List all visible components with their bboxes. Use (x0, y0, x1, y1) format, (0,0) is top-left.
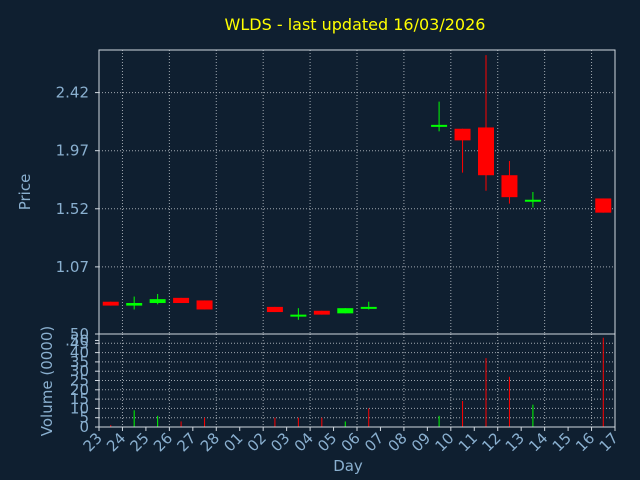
candle-body (431, 124, 448, 127)
price-panel: 2.42 1.97 1.52 1.07 .50 Price (16, 49, 616, 349)
volume-y-tick-label: 45 (70, 334, 89, 352)
candle-body (454, 128, 471, 141)
candle-body (196, 300, 213, 310)
price-y-tick-label: 1.52 (56, 200, 89, 218)
x-axis-label: Day (333, 457, 363, 475)
volume-y-tick-label: 25 (70, 372, 89, 390)
candle-body (501, 175, 518, 198)
candle-body (478, 127, 494, 176)
candle-body (126, 303, 143, 306)
volume-y-tick-label: 5 (79, 409, 89, 427)
volume-y-label: Volume (0000) (38, 326, 56, 436)
candle-body (173, 297, 190, 304)
candle-body (337, 308, 354, 314)
candle-body (595, 198, 612, 213)
chart-title: WLDS - last updated 16/03/2026 (225, 15, 486, 34)
price-y-tick-label: .50 (65, 331, 89, 349)
candle-body (313, 310, 330, 315)
volume-grid (99, 334, 615, 427)
x-axis-ticks: 2324252627280102030405060708091011121314… (80, 427, 622, 455)
price-y-tick-label: 1.97 (56, 142, 89, 160)
candle-body (149, 299, 166, 304)
volume-y-tick-label: 15 (70, 390, 89, 408)
volume-y-tick-label: 0 (79, 418, 89, 436)
volume-y-tick-label: 20 (70, 381, 89, 399)
candle-body (524, 199, 541, 202)
price-y-tick-label: 2.42 (56, 84, 89, 102)
candle-body (290, 314, 307, 317)
volume-y-tick-label: 10 (70, 399, 89, 417)
volume-y-tick-label: 35 (70, 353, 89, 371)
candle-body (266, 306, 283, 313)
candle-body (102, 301, 119, 306)
volume-bars (110, 337, 604, 427)
price-y-ticks: 2.42 1.97 1.52 1.07 .50 (56, 84, 99, 349)
volume-y-tick-label: 30 (70, 362, 89, 380)
price-y-label: Price (16, 174, 34, 211)
price-grid (99, 50, 615, 334)
price-y-tick-label: 1.07 (56, 258, 89, 276)
candle-body (360, 306, 377, 309)
price-candles (102, 55, 612, 320)
volume-y-tick-label: 50 (70, 325, 89, 343)
volume-y-tick-label: 40 (70, 344, 89, 362)
